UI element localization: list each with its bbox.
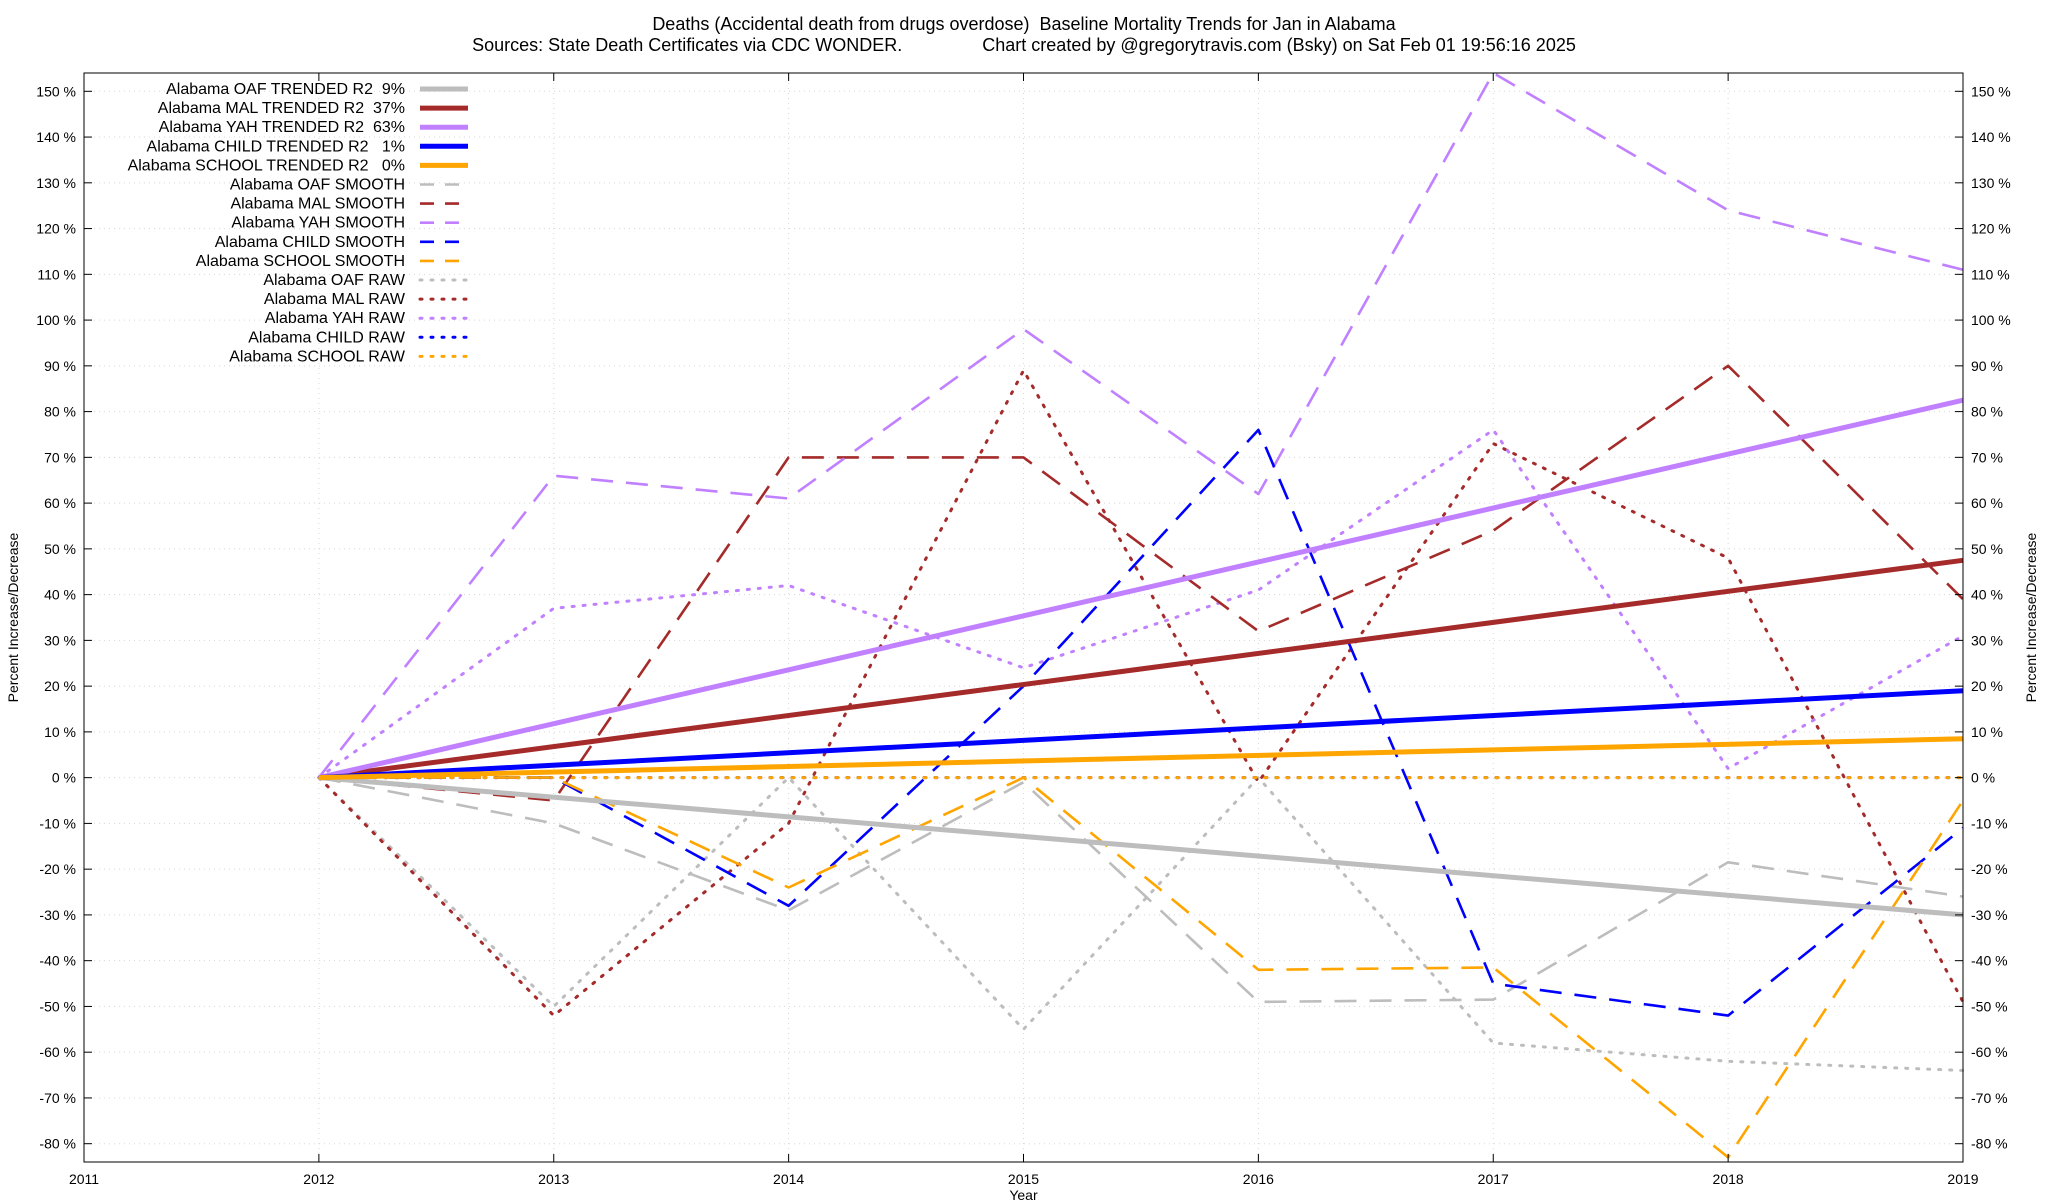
y-tick-label-right: -40 % [1971,953,2008,969]
legend-label: Alabama YAH TRENDED R2 63% [159,119,405,136]
y-tick-label: 50 % [44,541,76,557]
y-tick-label: 10 % [44,724,76,740]
y-tick-label-right: 10 % [1971,724,2003,740]
series-line-alabama-mal-trended-r2-37 [318,557,1964,781]
y-tick-label-right: -30 % [1971,907,2008,923]
series-line-alabama-mal-smooth [318,364,1964,802]
series-line-alabama-yah-smooth [317,71,1964,779]
x-tick-label: 2016 [1243,1171,1274,1187]
legend-label: Alabama CHILD SMOOTH [215,234,405,251]
y-tick-label: 80 % [44,404,76,420]
series-line-alabama-school-smooth [318,776,1965,1159]
y-tick-label-right: 90 % [1971,358,2003,374]
y-axis-label-right: Percent Increase/Decrease [2023,532,2039,702]
series-line-alabama-child-smooth [318,428,1964,1017]
x-tick-label: 2011 [69,1171,99,1187]
series-line-alabama-mal-raw [317,368,1965,1018]
legend-label: Alabama SCHOOL TRENDED R2 0% [128,157,405,174]
y-tick-label-right: 130 % [1971,175,2011,191]
x-tick-label: 2018 [1713,1171,1744,1187]
x-tick-label: 2017 [1478,1171,1509,1187]
x-tick-label: 2013 [538,1171,569,1187]
legend-label: Alabama CHILD RAW [248,329,406,346]
y-tick-label: -70 % [39,1090,76,1106]
series-line-alabama-yah-raw [317,428,1965,780]
y-tick-label-right: -50 % [1971,998,2008,1014]
y-tick-label-right: 70 % [1971,449,2003,465]
y-tick-label: -40 % [39,953,76,969]
legend-label: Alabama YAH SMOOTH [231,215,405,232]
legend: Alabama OAF TRENDED R2 9% Alabama MAL TRE… [128,81,470,365]
legend-label: Alabama OAF SMOOTH [230,177,405,194]
y-tick-label: 100 % [36,312,76,328]
legend-label: Alabama CHILD TRENDED R2 1% [147,138,405,155]
legend-label: Alabama SCHOOL SMOOTH [196,253,405,270]
y-tick-label-right: 20 % [1971,678,2003,694]
series-line-alabama-oaf-trended-r2-9 [318,775,1964,918]
x-tick-label: 2015 [1008,1171,1039,1187]
y-tick-label-right: -10 % [1971,815,2008,831]
series-line-alabama-yah-trended-r2-63 [318,397,1964,781]
chart-subtitle: Sources: State Death Certificates via CD… [472,35,1576,55]
y-tick-label: 20 % [44,678,76,694]
y-tick-label-right: 50 % [1971,541,2003,557]
y-tick-label-right: -70 % [1971,1090,2008,1106]
series-line-alabama-school-trended-r2-0 [318,736,1964,781]
y-tick-label-right: 30 % [1971,632,2003,648]
y-tick-label-right: 80 % [1971,404,2003,420]
y-tick-label-right: 140 % [1971,129,2011,145]
legend-label: Alabama MAL TRENDED R2 37% [158,100,405,117]
y-tick-label: 120 % [36,221,76,237]
x-tick-label: 2019 [1947,1171,1978,1187]
chart-title: Deaths (Accidental death from drugs over… [652,14,1396,34]
x-axis-label: Year [1009,1187,1038,1200]
y-tick-label: -10 % [39,815,76,831]
series-line-alabama-oaf-smooth [318,776,1964,1004]
y-tick-label: -80 % [39,1136,76,1152]
y-tick-label-right: 110 % [1971,266,2010,282]
legend-label: Alabama MAL RAW [264,291,406,308]
x-tick-label: 2012 [303,1171,334,1187]
grid [83,73,1964,1162]
legend-label: Alabama OAF RAW [263,272,406,289]
axis-ticks: -80 % -80 % -70 % -70 % -60 % -60 % -50 % -50 %… [36,73,2011,1187]
y-tick-label: 140 % [36,129,76,145]
y-tick-label: 150 % [36,83,76,99]
y-tick-label: 90 % [44,358,76,374]
y-tick-label-right: 40 % [1971,587,2003,603]
y-tick-label: -60 % [39,1044,76,1060]
y-tick-label-right: -20 % [1971,861,2008,877]
y-tick-label: 60 % [44,495,76,511]
y-tick-label: 110 % [37,266,76,282]
series-line-alabama-child-trended-r2-1 [318,688,1964,781]
y-tick-label-right: 60 % [1971,495,2003,511]
y-tick-label: 40 % [44,587,76,603]
y-tick-label: 70 % [44,449,76,465]
y-tick-label: -50 % [39,998,76,1014]
y-tick-label-right: 100 % [1971,312,2011,328]
y-tick-label-right: 0 % [1971,770,1995,786]
legend-label: Alabama YAH RAW [265,310,406,327]
y-tick-label-right: 120 % [1971,221,2011,237]
legend-label: Alabama MAL SMOOTH [230,196,405,213]
y-tick-label-right: 150 % [1971,83,2011,99]
legend-label: Alabama SCHOOL RAW [229,348,406,365]
y-tick-label: -30 % [39,907,76,923]
y-tick-label-right: -80 % [1971,1136,2008,1152]
y-tick-label: -20 % [39,861,76,877]
series-lines [317,71,1965,1159]
y-tick-label: 30 % [44,632,76,648]
series-line-alabama-oaf-raw [317,776,1965,1072]
y-tick-label: 130 % [36,175,76,191]
y-tick-label: 0 % [52,770,76,786]
y-tick-label-right: -60 % [1971,1044,2008,1060]
y-axis-label: Percent Increase/Decrease [5,532,21,702]
legend-label: Alabama OAF TRENDED R2 9% [166,81,405,98]
x-tick-label: 2014 [773,1171,804,1187]
